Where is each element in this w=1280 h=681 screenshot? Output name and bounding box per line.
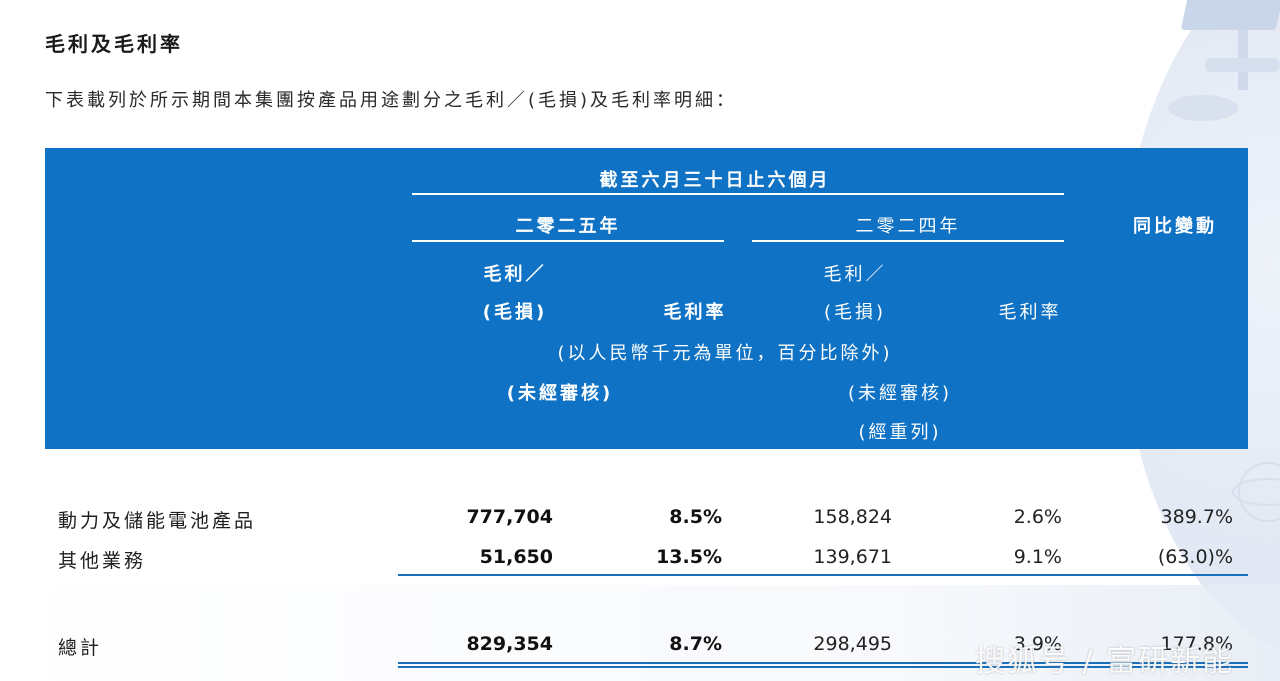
header-gp-2024-line1: 毛利／: [823, 264, 887, 285]
header-margin-2024: 毛利率: [998, 302, 1062, 323]
total-rule-bottom: [398, 666, 1248, 668]
header-unaudited-2025: (未經審核): [506, 383, 614, 404]
header-year-2024: 二零二四年: [855, 216, 961, 237]
leaf-icon: [1168, 95, 1238, 121]
cell-margin-2024: 2.6%: [1013, 506, 1062, 528]
cell-margin-2024: 9.1%: [1013, 546, 1062, 568]
intro-text: 下表載列於所示期間本集團按產品用途劃分之毛利／(毛損)及毛利率明細：: [45, 90, 738, 111]
header-unit-note: (以人民幣千元為單位，百分比除外): [557, 343, 893, 364]
header-year-2025: 二零二五年: [515, 216, 621, 237]
header-unaudited-2024: (未經審核): [847, 383, 953, 404]
solar-panel-base: [1205, 58, 1280, 72]
cell-margin-2025: 8.5%: [669, 506, 722, 528]
header-gp-2024-line2: (毛損): [823, 302, 887, 323]
cell-total-margin-2024: 3.9%: [1013, 633, 1062, 655]
header-gp-2025-line2: (毛損): [482, 302, 548, 323]
header-yoy: 同比變動: [1133, 216, 1217, 237]
cell-total-gp-2025: 829,354: [466, 633, 553, 655]
header-restated-2024: (經重列): [858, 422, 942, 443]
subtotal-rule: [398, 574, 1248, 576]
background-band: [0, 585, 1280, 681]
header-period: 截至六月三十日止六個月: [599, 170, 831, 191]
cell-gp-2025: 777,704: [466, 506, 553, 528]
cell-yoy: (63.0)%: [1157, 546, 1233, 568]
row-label-other: 其他業務: [58, 550, 147, 572]
cell-gp-2025: 51,650: [479, 546, 553, 568]
watermark: 搜狐号 / 富研新能: [975, 644, 1235, 679]
section-title: 毛利及毛利率: [45, 32, 183, 56]
cell-gp-2024: 158,824: [813, 506, 892, 528]
total-rule-top: [398, 662, 1248, 664]
cell-total-margin-2025: 8.7%: [669, 633, 722, 655]
header-2024-rule: [752, 240, 1064, 242]
row-label-total: 總計: [58, 637, 103, 659]
header-2025-rule: [412, 240, 724, 242]
header-gp-2025-line1: 毛利／: [483, 264, 547, 285]
atom-orbit: [1232, 478, 1280, 506]
cell-gp-2024: 139,671: [813, 546, 892, 568]
header-margin-2025: 毛利率: [663, 302, 727, 323]
cell-total-gp-2024: 298,495: [813, 633, 892, 655]
cell-yoy: 389.7%: [1160, 506, 1233, 528]
header-period-rule: [412, 193, 1064, 195]
solar-panel-icon: [1180, 0, 1280, 30]
table-header: 截至六月三十日止六個月 二零二五年 二零二四年 同比變動 毛利／ (毛損) 毛利…: [45, 148, 1248, 449]
row-label-battery: 動力及儲能電池產品: [58, 510, 257, 532]
cell-total-yoy: 177.8%: [1160, 633, 1233, 655]
cell-margin-2025: 13.5%: [656, 546, 722, 568]
